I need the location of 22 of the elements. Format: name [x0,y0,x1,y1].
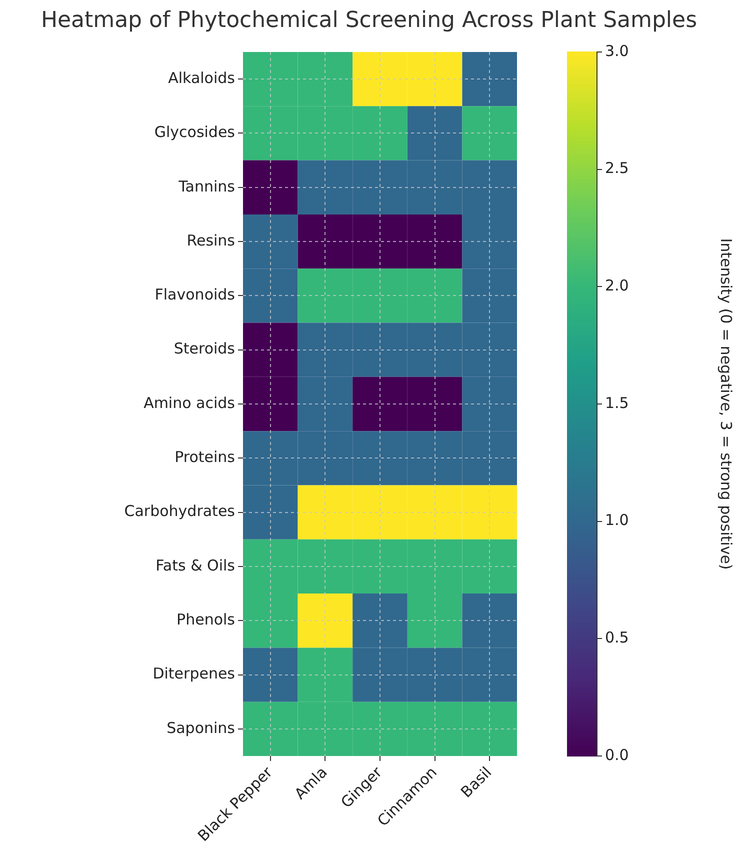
color-bar-label: 2.0 [605,276,629,295]
color-bar-label: 1.5 [605,394,629,412]
color-bar-title: Intensity (0 = negative, 3 = strong positive) [717,238,736,570]
chart-title: Heatmap of Phytochemical Screening Across Plant Samples [40,8,698,33]
y-tick-label: Fats & Oils [156,556,236,574]
y-tick-label: Amino acids [144,394,236,412]
color-bar-label: 0.0 [605,746,629,764]
y-tick-label: Resins [186,231,236,250]
y-tick-label: Carbohydrates [124,502,236,520]
y-tick-label: Glycosides [154,123,236,142]
color-bar-label: 0.5 [605,628,629,647]
y-tick-label: Flavonoids [154,286,236,304]
y-tick-label: Alkaloids [168,68,236,87]
y-tick-label: Diterpenes [152,664,236,683]
color-bar-label: 3.0 [605,42,629,60]
y-tick-label: Phenols [176,610,236,629]
y-tick-label: Steroids [174,340,236,358]
y-tick-label: Saponins [166,718,236,737]
color-bar-label: 1.0 [605,511,629,530]
y-tick-label: Tannins [178,177,236,196]
color-bar-label: 2.5 [605,159,629,178]
y-tick-label: Proteins [174,448,236,466]
